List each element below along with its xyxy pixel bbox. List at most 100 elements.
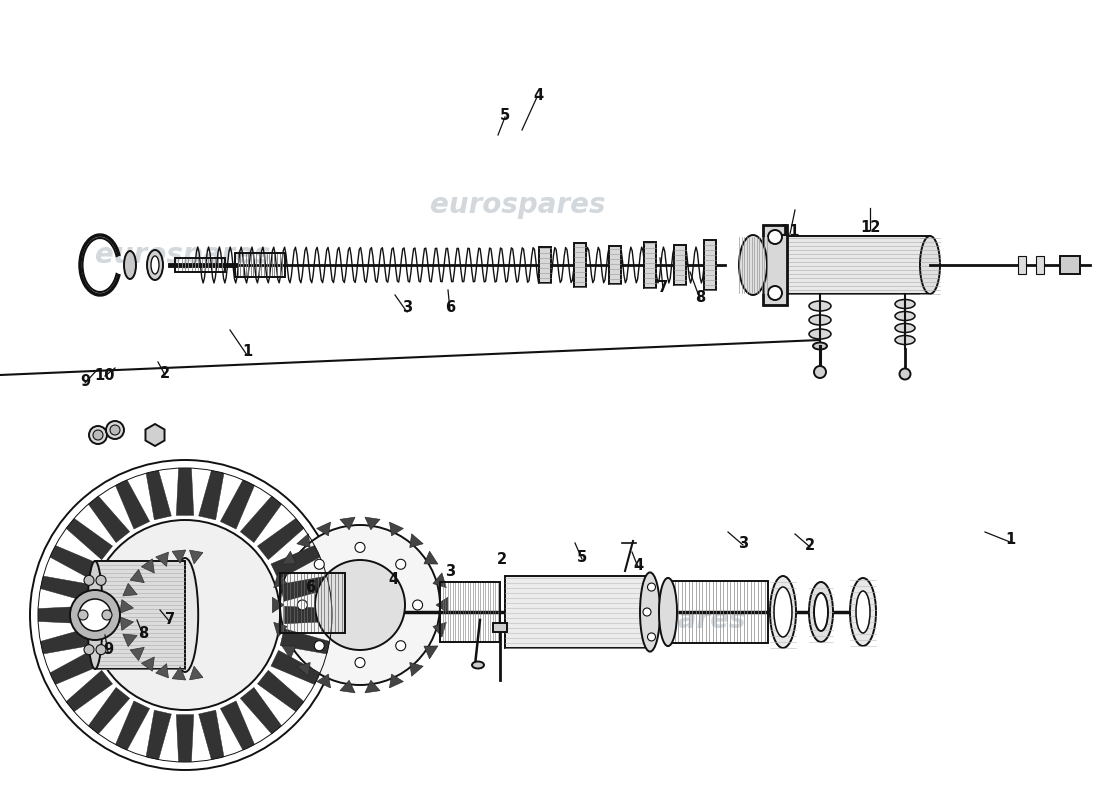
Polygon shape (116, 701, 150, 750)
Circle shape (89, 426, 107, 444)
Circle shape (30, 460, 340, 770)
Polygon shape (274, 622, 287, 637)
Ellipse shape (813, 342, 827, 350)
Bar (668, 581, 768, 643)
Polygon shape (271, 650, 320, 685)
Polygon shape (340, 680, 355, 693)
Ellipse shape (814, 366, 826, 378)
Polygon shape (282, 551, 296, 564)
Polygon shape (285, 606, 332, 624)
Ellipse shape (87, 561, 102, 669)
Circle shape (102, 610, 112, 620)
Text: 4: 4 (532, 87, 543, 102)
Text: 7: 7 (658, 279, 668, 294)
Circle shape (280, 525, 440, 685)
Circle shape (355, 542, 365, 552)
Polygon shape (130, 570, 144, 582)
Polygon shape (120, 617, 133, 630)
Polygon shape (424, 551, 438, 564)
Ellipse shape (920, 236, 940, 294)
Bar (95, 561, 185, 669)
Text: 3: 3 (402, 301, 412, 315)
Bar (609, 246, 622, 284)
Ellipse shape (659, 578, 676, 646)
Polygon shape (189, 666, 202, 680)
Ellipse shape (472, 662, 484, 669)
Polygon shape (389, 674, 404, 688)
Polygon shape (146, 710, 172, 760)
Text: eurospares: eurospares (570, 606, 746, 634)
Bar (704, 240, 716, 290)
Polygon shape (240, 687, 282, 734)
Bar (175, 258, 226, 272)
Circle shape (768, 230, 782, 244)
Ellipse shape (808, 315, 830, 325)
Ellipse shape (808, 582, 833, 642)
Ellipse shape (850, 578, 876, 646)
Polygon shape (340, 517, 355, 530)
Text: 5: 5 (576, 550, 587, 565)
Bar (644, 242, 656, 288)
Polygon shape (410, 662, 424, 676)
Circle shape (297, 600, 307, 610)
Text: 1: 1 (242, 345, 252, 359)
Polygon shape (240, 496, 282, 542)
Ellipse shape (172, 558, 198, 672)
Circle shape (768, 286, 782, 300)
Polygon shape (66, 518, 112, 560)
Polygon shape (280, 576, 330, 602)
Circle shape (96, 645, 106, 654)
Polygon shape (173, 550, 186, 563)
Text: eurospares: eurospares (95, 241, 271, 269)
Bar (440, 582, 500, 642)
Circle shape (90, 520, 280, 710)
Text: 4: 4 (632, 558, 644, 573)
Polygon shape (120, 600, 133, 613)
Circle shape (396, 641, 406, 650)
Polygon shape (88, 687, 130, 734)
Ellipse shape (774, 587, 792, 637)
Ellipse shape (147, 250, 163, 280)
Circle shape (84, 645, 94, 654)
Circle shape (70, 590, 120, 640)
Bar (280, 573, 345, 633)
Polygon shape (282, 646, 296, 659)
Polygon shape (273, 598, 284, 613)
Text: eurospares: eurospares (80, 586, 255, 614)
Polygon shape (424, 646, 438, 659)
Text: 8: 8 (695, 290, 705, 305)
Text: 10: 10 (95, 367, 116, 382)
Polygon shape (41, 576, 90, 602)
Ellipse shape (808, 329, 830, 339)
Polygon shape (88, 496, 130, 542)
Polygon shape (317, 674, 331, 688)
Bar (1060, 256, 1080, 274)
Polygon shape (39, 606, 86, 624)
Bar (776, 236, 930, 294)
Polygon shape (116, 480, 150, 529)
Text: 4: 4 (388, 573, 398, 587)
Text: 1: 1 (1005, 533, 1015, 547)
Text: 3: 3 (738, 535, 748, 550)
Bar (505, 576, 650, 648)
Bar (235, 253, 285, 277)
Polygon shape (257, 670, 304, 711)
Polygon shape (199, 710, 224, 760)
Text: 8: 8 (138, 626, 148, 641)
Ellipse shape (856, 591, 870, 633)
Polygon shape (156, 552, 168, 566)
Ellipse shape (124, 251, 136, 279)
Circle shape (78, 610, 88, 620)
Circle shape (84, 575, 94, 586)
Circle shape (94, 430, 103, 440)
Polygon shape (220, 701, 254, 750)
Polygon shape (156, 664, 168, 678)
Text: 6: 6 (444, 299, 455, 314)
Circle shape (355, 658, 365, 667)
Polygon shape (297, 534, 310, 547)
Text: 2: 2 (805, 538, 815, 553)
Polygon shape (297, 662, 310, 676)
Ellipse shape (895, 323, 915, 333)
Circle shape (79, 599, 111, 631)
Circle shape (315, 560, 405, 650)
